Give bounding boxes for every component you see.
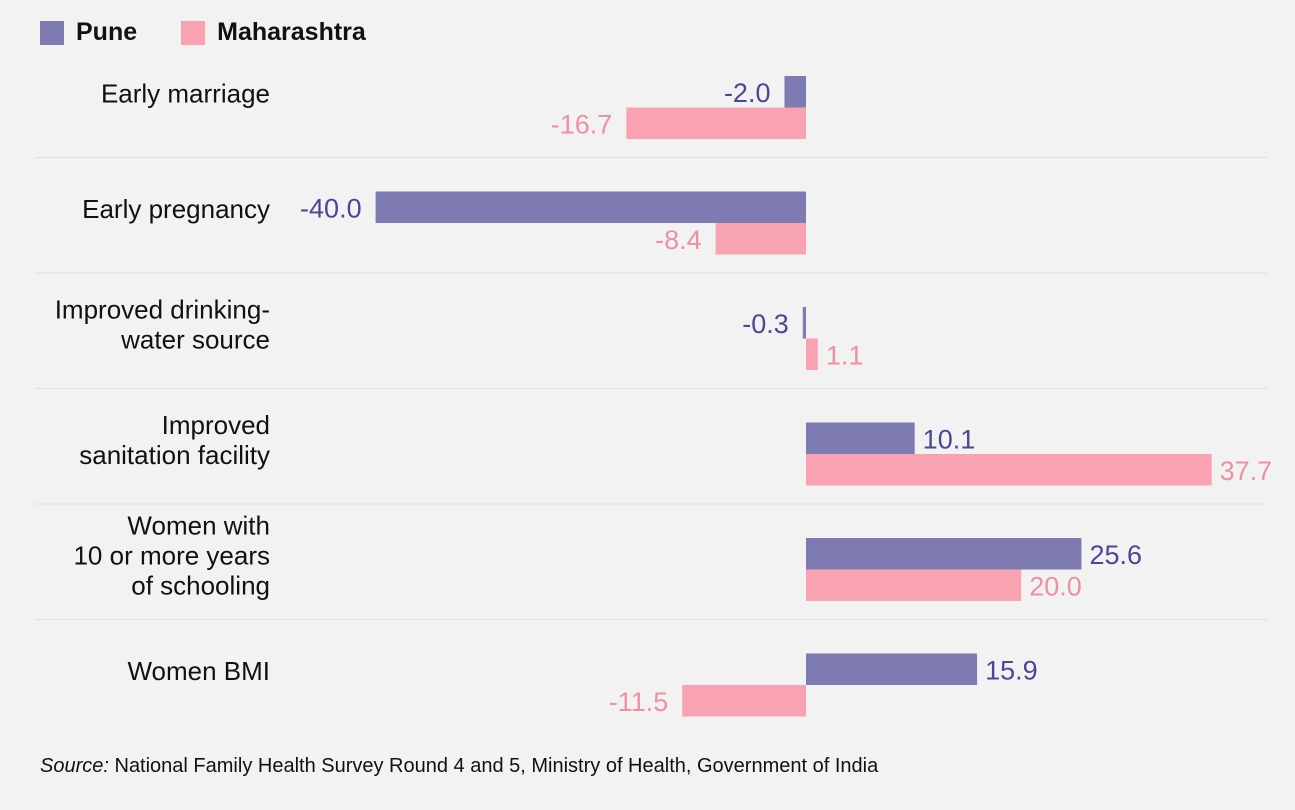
bar-maharashtra [626, 107, 806, 139]
category-label: Early marriage [101, 78, 270, 108]
category-label: sanitation facility [79, 440, 270, 470]
legend-item-pune: Pune [40, 18, 137, 47]
bar-pune [802, 307, 806, 339]
data-label-pune: -0.3 [742, 309, 789, 339]
data-label-pune: 25.6 [1089, 540, 1142, 570]
category-label: water source [120, 324, 270, 354]
category-label: Women BMI [127, 656, 270, 686]
source-note: Source: National Family Health Survey Ro… [40, 755, 878, 778]
data-label-pune: 15.9 [985, 655, 1038, 685]
category-label: Early pregnancy [82, 194, 270, 224]
data-label-maharashtra: -11.5 [609, 687, 669, 717]
data-label-pune: -2.0 [724, 78, 771, 108]
source-text: National Family Health Survey Round 4 an… [108, 755, 879, 777]
legend-swatch-pune [40, 20, 64, 45]
bar-maharashtra [715, 223, 806, 255]
bar-pune [806, 422, 915, 454]
data-label-maharashtra: -16.7 [551, 109, 613, 139]
legend-swatch-maharashtra [181, 20, 206, 45]
bar-pune [806, 653, 978, 685]
bar-pune [784, 76, 806, 108]
category-label: Improved [162, 410, 270, 440]
bar-maharashtra [682, 685, 806, 717]
data-label-pune: 10.1 [923, 424, 976, 454]
data-label-maharashtra: 1.1 [826, 340, 864, 370]
data-label-pune: -40.0 [300, 193, 362, 223]
category-label: of schooling [131, 570, 270, 600]
data-label-maharashtra: 37.7 [1220, 456, 1273, 486]
data-label-maharashtra: -8.4 [655, 225, 702, 255]
bar-pune [806, 538, 1082, 570]
legend-item-maharashtra: Maharashtra [181, 18, 366, 47]
bar-maharashtra [806, 454, 1212, 486]
bar-maharashtra [806, 338, 818, 370]
category-label: Women with [127, 510, 270, 540]
source-prefix: Source: [40, 755, 109, 777]
category-label: Improved drinking- [55, 294, 270, 324]
legend: Pune Maharashtra [40, 18, 366, 47]
bar-maharashtra [806, 569, 1022, 601]
legend-label-maharashtra: Maharashtra [217, 18, 366, 46]
bar-pune [375, 191, 806, 223]
category-label: 10 or more years [73, 540, 270, 570]
data-label-maharashtra: 20.0 [1029, 571, 1082, 601]
legend-label-pune: Pune [76, 18, 138, 46]
